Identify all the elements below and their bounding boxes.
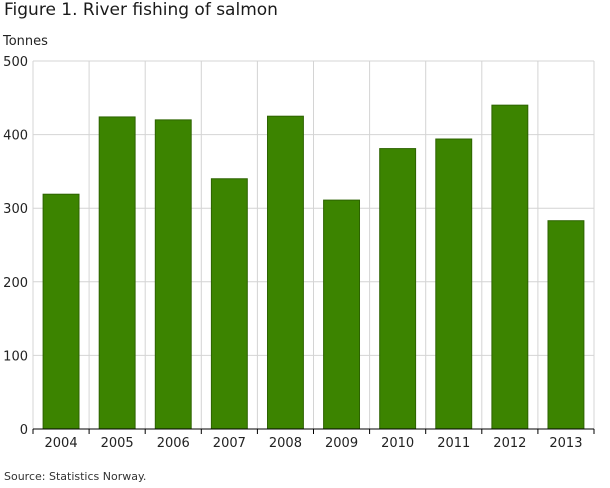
y-tick-label: 0 [20, 423, 28, 438]
x-tick-label: 2010 [381, 436, 414, 451]
x-tick-label: 2009 [325, 436, 358, 451]
x-tick-label: 2004 [45, 436, 78, 451]
bar-2005 [98, 116, 136, 430]
x-tick-label: 2007 [213, 436, 246, 451]
y-tick-label: 300 [3, 202, 28, 217]
y-tick-label: 400 [3, 129, 28, 144]
x-tick-label: 2006 [157, 436, 190, 451]
bar-2009 [323, 199, 361, 430]
y-tick-label: 100 [3, 349, 28, 364]
bar-2007 [210, 178, 248, 430]
y-axis-label: Tonnes [2, 34, 48, 49]
x-tick-label: 2013 [549, 436, 582, 451]
x-tick-labels: 2004 2005 2006 2007 2008 2009 2010 2011 2012 2013 [32, 429, 595, 451]
bars [42, 104, 585, 430]
x-tick-label: 2008 [269, 436, 302, 451]
bar-2006 [154, 119, 192, 430]
bar-2008 [266, 115, 304, 430]
y-tick-label: 500 [3, 55, 28, 70]
bar-2004 [42, 193, 80, 430]
bar-2011 [435, 138, 473, 430]
x-tick-label: 2011 [437, 436, 470, 451]
bar-2012 [491, 104, 529, 430]
bar-2010 [379, 148, 417, 430]
chart-title: Figure 1. River fishing of salmon [4, 0, 278, 20]
bar-2013 [547, 220, 585, 430]
source-note: Source: Statistics Norway. [4, 470, 147, 483]
y-tick-label: 200 [3, 276, 28, 291]
x-tick-label: 2005 [101, 436, 134, 451]
y-tick-labels: 0 100 200 300 400 500 [3, 55, 28, 438]
x-tick-label: 2012 [493, 436, 526, 451]
